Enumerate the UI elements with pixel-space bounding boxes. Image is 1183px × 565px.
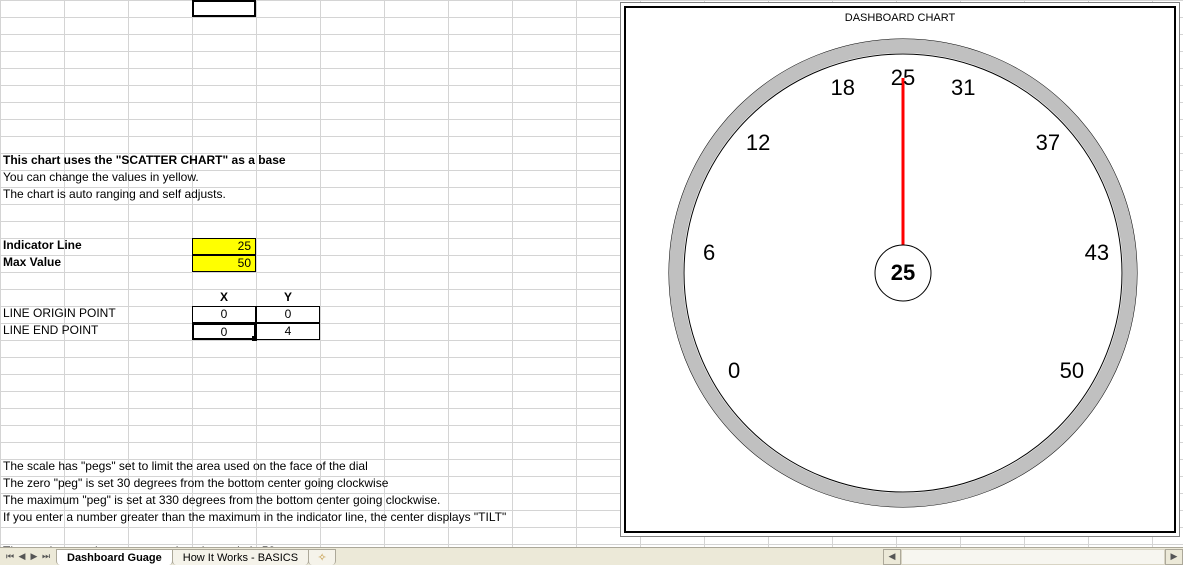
tick-31: 31: [951, 75, 975, 101]
tick-0: 0: [728, 358, 740, 384]
row1-label: LINE ORIGIN POINT: [3, 306, 116, 320]
gauge-center-value: 25: [891, 260, 915, 286]
row1-y-cell[interactable]: 0: [256, 306, 320, 323]
tick-50: 50: [1060, 358, 1084, 384]
hscroll-left-icon[interactable]: ◀: [883, 549, 901, 565]
note-1: The scale has "pegs" set to limit the ar…: [3, 459, 368, 473]
row2-y-cell[interactable]: 4: [256, 323, 320, 340]
tab-nav-next-icon[interactable]: ▶: [28, 551, 40, 563]
tab-new-sheet[interactable]: ✧: [308, 549, 336, 565]
cell-fill-handle[interactable]: [252, 336, 257, 341]
tab-dashboard-gauge[interactable]: Dashboard Guage: [56, 549, 173, 565]
tick-6: 6: [703, 240, 715, 266]
indicator-label: Indicator Line: [3, 238, 82, 252]
intro-line-1: This chart uses the "SCATTER CHART" as a…: [3, 153, 286, 167]
dashboard-chart-panel[interactable]: DASHBOARD CHART 0 6 12 18 25 31 37 43 50…: [620, 2, 1180, 537]
tab-nav-first-icon[interactable]: ⏮: [4, 551, 16, 563]
note-4: If you enter a number greater than the m…: [3, 510, 506, 524]
tick-25: 25: [891, 65, 915, 91]
col-header-x: X: [192, 289, 256, 306]
tick-37: 37: [1036, 130, 1060, 156]
tab-nav-last-icon[interactable]: ⏭: [40, 551, 52, 563]
intro-line-2: You can change the values in yellow.: [3, 170, 199, 184]
hscroll-right-icon[interactable]: ▶: [1165, 549, 1183, 565]
gauge: 0 6 12 18 25 31 37 43 50 25: [664, 34, 1142, 512]
max-label: Max Value: [3, 255, 61, 269]
tab-nav-prev-icon[interactable]: ◀: [16, 551, 28, 563]
max-value-cell[interactable]: 50: [192, 255, 256, 272]
active-cell-cursor: [192, 0, 256, 17]
tick-18: 18: [830, 75, 854, 101]
hscroll-track[interactable]: [901, 549, 1165, 565]
tick-43: 43: [1085, 240, 1109, 266]
note-2: The zero "peg" is set 30 degrees from th…: [3, 476, 388, 490]
chart-inner-frame: DASHBOARD CHART 0 6 12 18 25 31 37 43 50…: [624, 6, 1176, 533]
row1-x-cell[interactable]: 0: [192, 306, 256, 323]
horizontal-scrollbar[interactable]: ◀ ▶: [883, 547, 1183, 565]
row2-x-cell[interactable]: 0: [192, 323, 256, 340]
tick-12: 12: [746, 130, 770, 156]
tab-how-it-works[interactable]: How It Works - BASICS: [172, 549, 309, 565]
note-3: The maximum "peg" is set at 330 degrees …: [3, 493, 440, 507]
chart-title: DASHBOARD CHART: [626, 12, 1174, 24]
col-header-y: Y: [256, 289, 320, 306]
intro-line-3: The chart is auto ranging and self adjus…: [3, 187, 226, 201]
indicator-value-cell[interactable]: 25: [192, 238, 256, 255]
tab-nav-buttons: ⏮ ◀ ▶ ⏭: [0, 548, 56, 565]
row2-label: LINE END POINT: [3, 323, 98, 337]
